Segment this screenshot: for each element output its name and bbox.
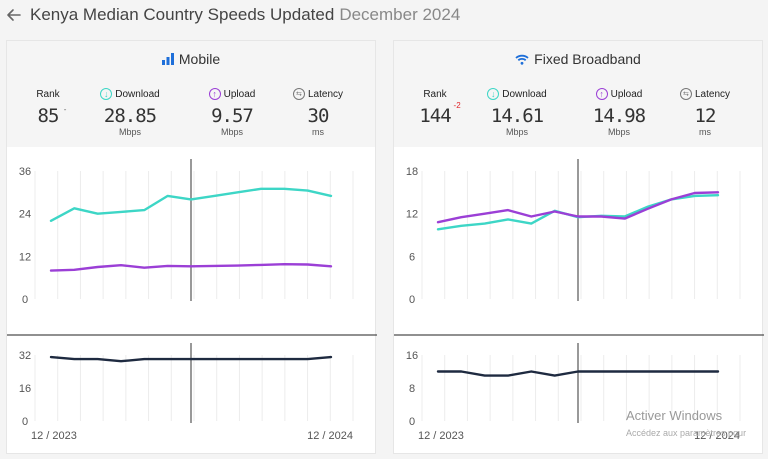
wifi-icon: [515, 54, 529, 65]
upload-unit: Mbps: [220, 127, 243, 137]
mobile-speed-upload-line: [49, 262, 333, 272]
upload-value: 14.98: [592, 105, 646, 127]
upload-unit: Mbps: [607, 127, 630, 137]
upload-arrow-icon: ↑: [595, 88, 608, 100]
broadband-speed-y-tick-label: 6: [409, 251, 415, 263]
page-header: Kenya Median Country Speeds Updated Dece…: [0, 0, 768, 30]
broadband-latency-y-tick-label: 0: [409, 416, 415, 428]
broadband-speed-y-tick-label: 18: [406, 166, 418, 178]
download-label-row: ↓ Download: [95, 87, 165, 101]
rank-change: -2: [453, 101, 461, 110]
rank-number: 144: [419, 105, 451, 127]
upload-label-row: ↑ Upload: [584, 87, 654, 101]
rank-value: 85-: [37, 105, 67, 127]
download-label: Download: [502, 88, 547, 100]
mobile-summary: Mobile Rank 85- ↓ Download 28.85 Mbps ↑ …: [7, 41, 375, 147]
mobile-latency: ⇆ Latency 30 ms: [283, 87, 353, 137]
rank-number: 85: [37, 105, 60, 127]
mobile-latency-y-tick-label: 32: [19, 350, 31, 362]
download-label: Download: [115, 88, 160, 100]
mobile-title-text: Mobile: [178, 51, 221, 67]
signal-bars-icon: [161, 53, 174, 65]
mobile-upload: ↑ Upload 9.57 Mbps: [197, 87, 267, 137]
page-date: December 2024: [339, 5, 461, 24]
broadband-download: ↓ Download 14.61 Mbps: [482, 87, 552, 137]
mobile-speed-y-tick-label: 0: [22, 294, 28, 306]
upload-label: Upload: [610, 88, 643, 100]
download-unit: Mbps: [118, 127, 141, 137]
mobile-x-tick-label: 12 / 2023: [31, 430, 77, 442]
mobile-latency-y-tick-label: 0: [22, 416, 28, 428]
latency-label: Latency: [307, 88, 344, 100]
mobile-x-tick-label: 12 / 2024: [307, 430, 353, 442]
back-arrow-icon[interactable]: [6, 6, 24, 24]
broadband-latency-y-tick-label: 8: [409, 383, 415, 395]
page-title: Kenya Median Country Speeds Updated: [30, 5, 335, 24]
latency-label: Latency: [694, 88, 731, 100]
broadband-card-title: Fixed Broadband: [394, 51, 762, 67]
latency-gauge-icon: ⇆: [679, 88, 692, 100]
latency-unit: ms: [312, 127, 324, 137]
download-value: 28.85: [103, 105, 157, 127]
mobile-speed-y-tick-label: 24: [19, 209, 31, 221]
broadband-x-tick-label: 12 / 2024: [694, 430, 740, 442]
latency-unit: ms: [699, 127, 711, 137]
download-label-row: ↓ Download: [482, 87, 552, 101]
upload-arrow-icon: ↑: [208, 88, 221, 100]
rank-change: -: [63, 105, 67, 114]
mobile-latency-latency-line: [49, 355, 333, 363]
mobile-rank: Rank 85-: [13, 87, 83, 128]
mobile-card: Mobile Rank 85- ↓ Download 28.85 Mbps ↑ …: [6, 40, 377, 455]
broadband-summary: Fixed Broadband Rank 144 -2 ↓ Download 14…: [394, 41, 762, 147]
broadband-speed-y-tick-label: 12: [406, 209, 418, 221]
broadband-upload: ↑ Upload 14.98 Mbps: [584, 87, 654, 137]
latency-label-row: ⇆ Latency: [283, 87, 353, 101]
mobile-speed-y-tick-label: 36: [19, 166, 31, 178]
rank-label: Rank: [36, 88, 60, 100]
mobile-speed-y-tick-label: 12: [19, 251, 31, 263]
latency-value: 12: [694, 105, 717, 127]
broadband-latency-y-tick-label: 16: [406, 350, 418, 362]
upload-label-row: ↑ Upload: [197, 87, 267, 101]
rank-value: 144 -2: [419, 101, 460, 127]
broadband-x-tick-label: 12 / 2023: [418, 430, 464, 442]
latency-label-row: ⇆ Latency: [670, 87, 740, 101]
upload-label: Upload: [223, 88, 256, 100]
rank-label: Rank: [423, 88, 447, 100]
mobile-speed-download-line: [49, 187, 333, 223]
mobile-latency-y-tick-label: 16: [19, 383, 31, 395]
broadband-speed-upload-line: [436, 191, 720, 224]
download-arrow-icon: ↓: [487, 88, 500, 100]
latency-gauge-icon: ⇆: [292, 88, 305, 100]
broadband-latency-latency-line: [436, 370, 720, 377]
windows-activation-subtitle: Accédez aux paramètres pour: [626, 428, 747, 438]
upload-value: 9.57: [211, 105, 254, 127]
broadband-title-text: Fixed Broadband: [534, 51, 641, 67]
mobile-card-title: Mobile: [7, 51, 375, 67]
latency-value: 30: [307, 105, 330, 127]
download-unit: Mbps: [505, 127, 528, 137]
broadband-latency: ⇆ Latency 12 ms: [670, 87, 740, 137]
download-value: 14.61: [490, 105, 544, 127]
mobile-download: ↓ Download 28.85 Mbps: [95, 87, 165, 137]
windows-activation-title: Activer Windows: [626, 408, 723, 423]
download-arrow-icon: ↓: [100, 88, 113, 100]
broadband-speed-y-tick-label: 0: [409, 294, 415, 306]
broadband-rank: Rank 144 -2: [400, 87, 470, 128]
broadband-card: Fixed Broadband Rank 144 -2 ↓ Download 14…: [393, 40, 764, 455]
